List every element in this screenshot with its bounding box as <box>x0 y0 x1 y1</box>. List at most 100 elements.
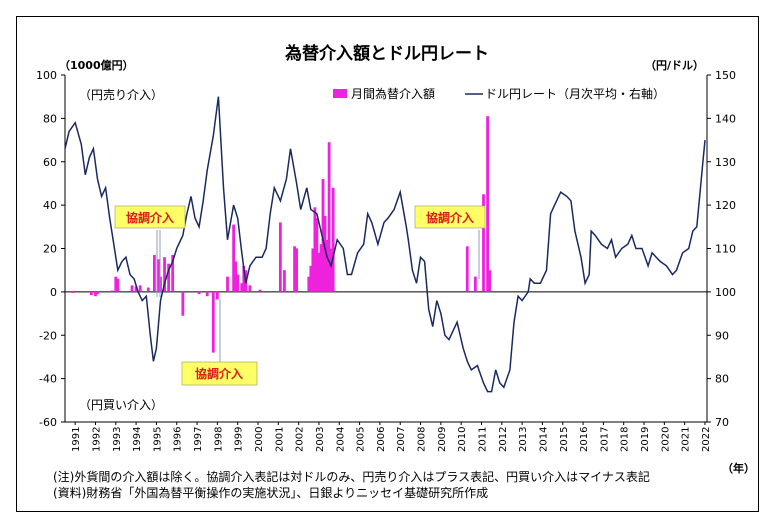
x-tick-label-1997: 1997 <box>193 427 204 452</box>
intervention-bar-27 <box>242 265 246 292</box>
chart-frame: 為替介入額とドル円レート （1000億円） （円/ドル） （年） 100 80 60… <box>16 16 759 512</box>
right-tick-label-7: 80 <box>715 373 729 386</box>
legend-bar-label: 月間為替介入額 <box>351 87 435 101</box>
intervention-bar-45 <box>327 142 331 292</box>
annotation-1995: 協調介入 <box>114 205 186 297</box>
x-tick-label-2006: 2006 <box>376 427 387 452</box>
yen-sell-label: （円売り介入） <box>79 87 163 102</box>
left-tick-label-0: 100 <box>36 69 57 82</box>
intervention-bar-47 <box>331 187 335 292</box>
left-tick-label-3: 40 <box>43 199 57 212</box>
x-axis-unit: （年） <box>722 461 755 475</box>
x-tick-label-2010: 2010 <box>457 427 468 452</box>
legend: 月間為替介入額 ドル円レート（月次平均・右軸） <box>333 86 665 101</box>
intervention-bar-14 <box>163 257 166 292</box>
annotation-1998-label: 協調介入 <box>195 366 243 381</box>
x-tick-label-2013: 2013 <box>518 427 529 452</box>
x-tick-label-2001: 2001 <box>274 427 285 452</box>
intervention-bar-3 <box>96 291 99 295</box>
legend-bar-swatch <box>333 89 347 98</box>
x-tick-label-2007: 2007 <box>396 427 407 452</box>
left-tick-label-5: 0 <box>50 286 57 299</box>
x-tick-label-2018: 2018 <box>620 427 631 452</box>
right-axis-unit: （円/ドル） <box>645 59 704 72</box>
x-tick-label-1991: 1991 <box>71 427 82 452</box>
x-tick-label-2005: 2005 <box>356 427 367 452</box>
annotation-1998: 協調介入 <box>181 299 258 386</box>
intervention-bar-42 <box>321 179 325 292</box>
left-tick-label-4: 20 <box>43 243 57 256</box>
intervention-bar-40 <box>317 252 321 292</box>
note-text: (注)外貨間の介入額は除く。協調介入表記は対ドルのみ、円売り介入はプラス表記、円… <box>53 469 650 484</box>
x-tick-label-2008: 2008 <box>417 427 428 452</box>
x-tick-label-2003: 2003 <box>315 427 326 452</box>
intervention-bar-6 <box>116 278 120 292</box>
source-text: (資料)財務省「外国為替平衡操作の実施状況」、日銀よりニッセイ基礎研究所作成 <box>53 485 488 500</box>
left-tick-label-8: -60 <box>39 416 57 429</box>
x-tick-label-2017: 2017 <box>599 427 610 452</box>
annotation-2011: 協調介入 <box>414 205 486 279</box>
intervention-bar-16 <box>171 255 175 292</box>
intervention-bar-39 <box>315 218 319 292</box>
intervention-bar-17 <box>181 291 185 316</box>
right-tick-label-6: 90 <box>715 329 729 342</box>
chart-svg: 為替介入額とドル円レート （1000億円） （円/ドル） （年） 100 80 60… <box>36 43 755 500</box>
x-tick-label-1998: 1998 <box>213 427 224 452</box>
intervention-bar-30 <box>258 289 262 292</box>
right-tick-label-3: 120 <box>715 199 736 212</box>
x-tick-label-2002: 2002 <box>295 427 306 452</box>
x-tick-label-2004: 2004 <box>335 427 346 452</box>
x-axis-ticks: 1991 1992 1993 1994 1995 1996 1997 1998 1999 2000… <box>71 422 712 452</box>
left-tick-label-2: 60 <box>43 156 57 169</box>
intervention-bar-46 <box>329 248 333 292</box>
x-tick-label-1995: 1995 <box>152 427 163 452</box>
intervention-bar-35 <box>307 276 311 292</box>
x-tick-label-2015: 2015 <box>559 427 570 452</box>
x-tick-label-1996: 1996 <box>173 427 184 452</box>
intervention-bar-51 <box>486 116 489 292</box>
intervention-bar-7 <box>130 285 134 292</box>
right-tick-label-2: 130 <box>715 156 736 169</box>
intervention-bar-37 <box>311 248 315 292</box>
x-tick-label-2016: 2016 <box>579 427 590 452</box>
intervention-bar-23 <box>232 224 236 292</box>
left-axis-ticks: 100 80 60 40 20 0 -20 -40 -60 <box>36 69 65 429</box>
intervention-bar-26 <box>240 283 244 292</box>
left-tick-label-7: -40 <box>39 373 57 386</box>
intervention-bar-2 <box>94 291 97 297</box>
intervention-bar-36 <box>309 265 313 292</box>
x-tick-label-1992: 1992 <box>91 427 102 452</box>
chart-title: 為替介入額とドル円レート <box>285 43 489 64</box>
x-tick-label-2021: 2021 <box>681 427 692 452</box>
intervention-bar-15 <box>167 263 171 292</box>
intervention-bar-1 <box>90 291 93 296</box>
x-tick-label-2020: 2020 <box>660 427 671 452</box>
left-tick-label-1: 80 <box>43 112 57 125</box>
intervention-bar-0 <box>71 291 75 293</box>
left-tick-label-6: -20 <box>39 329 57 342</box>
x-tick-label-2009: 2009 <box>437 427 448 452</box>
intervention-bar-33 <box>293 246 296 292</box>
intervention-bar-50 <box>482 194 485 292</box>
right-tick-label-4: 110 <box>715 243 736 256</box>
annotation-1998-box <box>181 361 258 386</box>
x-tick-label-2012: 2012 <box>498 427 509 452</box>
intervention-bar-29 <box>248 285 252 292</box>
intervention-bar-5 <box>114 276 118 292</box>
annotation-2011-box <box>414 205 486 229</box>
intervention-bar-43 <box>323 215 327 292</box>
intervention-bar-34 <box>295 248 299 292</box>
right-tick-label-5: 100 <box>715 286 736 299</box>
right-tick-label-8: 70 <box>715 416 729 429</box>
intervention-bar-18 <box>197 291 201 295</box>
legend-line-label: ドル円レート（月次平均・右軸） <box>485 86 665 101</box>
intervention-bar-22 <box>226 276 229 292</box>
intervention-bar-20 <box>211 291 215 353</box>
x-tick-label-1994: 1994 <box>132 427 143 452</box>
intervention-bar-8 <box>134 286 138 292</box>
right-axis-ticks: 150 140 130 120 110 100 90 80 70 <box>707 69 736 429</box>
annotation-1995-box <box>114 205 186 229</box>
intervention-bar-11 <box>152 255 156 292</box>
x-tick-label-2014: 2014 <box>538 427 549 452</box>
x-tick-label-2011: 2011 <box>477 427 488 452</box>
